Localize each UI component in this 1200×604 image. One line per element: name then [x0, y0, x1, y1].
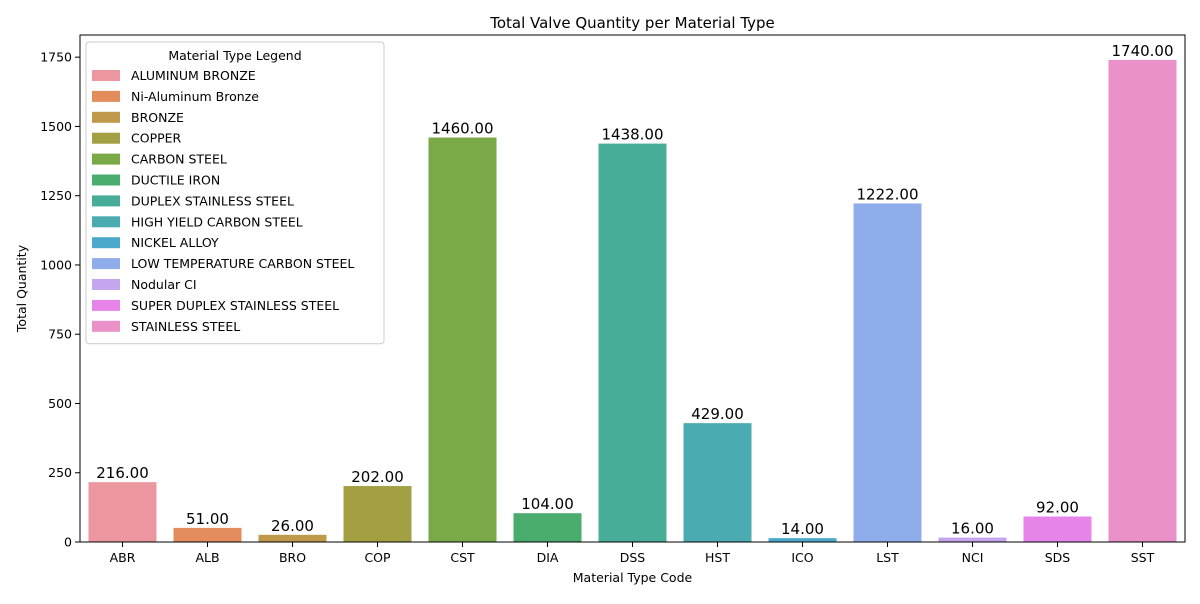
- data-label: 1460.00: [431, 120, 493, 138]
- bar-bro: [258, 534, 327, 542]
- x-tick-label: SDS: [1045, 550, 1071, 565]
- legend-entry: COPPER: [131, 131, 182, 146]
- legend-entry: SUPER DUPLEX STAINLESS STEEL: [131, 298, 339, 313]
- legend-entry: Ni-Aluminum Bronze: [131, 89, 259, 104]
- y-tick-label: 1500: [40, 119, 72, 134]
- legend-swatch: [92, 90, 120, 102]
- legend-entry: STAINLESS STEEL: [131, 319, 240, 334]
- x-tick-label: ICO: [791, 550, 813, 565]
- x-tick-label: ALB: [195, 550, 219, 565]
- legend-swatch: [92, 132, 120, 144]
- x-tick-label: BRO: [279, 550, 306, 565]
- x-tick-label: LST: [876, 550, 899, 565]
- data-label: 16.00: [951, 520, 994, 538]
- data-labels-group: 216.00 51.00 26.00 202.00 1460.00 104.00 1438.…: [96, 42, 1173, 538]
- legend-entry: HIGH YIELD CARBON STEEL: [131, 214, 303, 229]
- x-tick-label: COP: [364, 550, 391, 565]
- bar-dss: [598, 143, 667, 542]
- legend-swatch: [92, 237, 120, 249]
- legend-items: ALUMINUM BRONZE Ni-Aluminum Bronze BRONZE C…: [92, 68, 354, 334]
- y-tick-label: 0: [64, 535, 72, 550]
- data-label: 14.00: [781, 520, 824, 538]
- legend-entry: Nodular CI: [131, 277, 197, 292]
- bar-dia: [513, 513, 582, 542]
- legend-swatch: [92, 299, 120, 311]
- data-label: 51.00: [186, 510, 229, 528]
- legend-swatch: [92, 111, 120, 123]
- bar-sds: [1023, 516, 1092, 542]
- legend-swatch: [92, 174, 120, 186]
- y-tick-label: 750: [48, 327, 72, 342]
- y-tick-label: 1750: [40, 50, 72, 65]
- legend-swatch: [92, 279, 120, 290]
- bar-abr: [88, 482, 157, 542]
- x-tick-label: CST: [450, 550, 475, 565]
- legend: Material Type Legend ALUMINUM BRONZE Ni-A…: [85, 41, 385, 345]
- bars-group: [88, 59, 1177, 543]
- data-label: 202.00: [351, 468, 404, 486]
- x-axis: ABR ALB BRO COP CST DIA DSS HST ICO LST NCI SDS SST: [110, 542, 1155, 565]
- legend-swatch: [92, 258, 120, 270]
- bar-hst: [683, 423, 752, 542]
- y-axis-label: Total Quantity: [14, 244, 29, 333]
- y-tick-label: 1250: [40, 188, 72, 203]
- legend-entry: LOW TEMPERATURE CARBON STEEL: [131, 256, 354, 271]
- y-tick-label: 500: [48, 396, 72, 411]
- legend-box: [85, 41, 385, 345]
- bar-sst: [1108, 59, 1177, 543]
- bar-ico: [768, 538, 837, 542]
- x-tick-label: DSS: [620, 550, 646, 565]
- bar-lst: [853, 203, 922, 542]
- legend-swatch: [92, 320, 120, 332]
- x-tick-label: HST: [705, 550, 730, 565]
- data-label: 1222.00: [856, 185, 918, 203]
- legend-swatch: [92, 70, 120, 81]
- legend-entry: NICKEL ALLOY: [131, 235, 219, 250]
- legend-entry: DUPLEX STAINLESS STEEL: [131, 193, 294, 208]
- data-label: 104.00: [521, 495, 574, 513]
- legend-entry: BRONZE: [131, 110, 184, 125]
- plot-frame: [79, 34, 1186, 543]
- x-axis-label: Material Type Code: [573, 570, 693, 585]
- legend-title: Material Type Legend: [168, 48, 301, 63]
- data-label: 216.00: [96, 464, 149, 482]
- legend-swatch: [92, 195, 120, 207]
- y-axis: 0 250 500 750 1000 1250 1500 1750: [40, 50, 80, 550]
- bar-cop: [343, 486, 412, 542]
- bar-nci: [938, 537, 1007, 542]
- x-tick-label: NCI: [962, 550, 984, 565]
- legend-swatch: [92, 153, 120, 165]
- data-label: 26.00: [271, 517, 314, 535]
- x-tick-label: SST: [1131, 550, 1155, 565]
- legend-swatch: [92, 216, 120, 228]
- x-tick-label: ABR: [110, 550, 136, 565]
- y-tick-label: 1000: [40, 257, 72, 272]
- data-label: 92.00: [1036, 499, 1079, 517]
- data-label: 1438.00: [601, 126, 663, 144]
- legend-entry: CARBON STEEL: [131, 152, 227, 167]
- y-tick-label: 250: [48, 465, 72, 480]
- legend-entry: ALUMINUM BRONZE: [131, 68, 256, 83]
- x-tick-label: DIA: [537, 550, 559, 565]
- bar-alb: [173, 527, 242, 542]
- data-label: 429.00: [691, 405, 744, 423]
- bar-cst: [428, 137, 497, 543]
- legend-entry: DUCTILE IRON: [131, 173, 220, 188]
- chart-title: Total Valve Quantity per Material Type: [489, 14, 775, 32]
- data-label: 1740.00: [1111, 42, 1173, 60]
